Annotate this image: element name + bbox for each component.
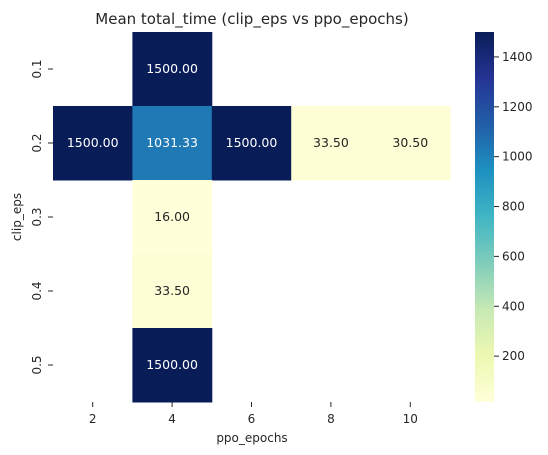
colorbar-tick-label: 400: [502, 299, 525, 313]
y-tick-label: 0.1: [30, 59, 44, 78]
y-axis: 0.1 0.2 0.3 0.4 0.5: [30, 59, 53, 375]
chart-title: Mean total_time (clip_eps vs ppo_epochs): [95, 10, 408, 29]
cell-value-label: 1500.00: [67, 135, 119, 150]
x-tick-label: 6: [248, 412, 256, 426]
heatmap-cell: [132, 106, 213, 181]
y-tick-label: 0.3: [30, 207, 44, 226]
cell-value-label: 16.00: [154, 209, 190, 224]
x-axis-label: ppo_epochs: [216, 431, 287, 445]
cell-value-label: 1500.00: [146, 61, 198, 76]
heatmap-cell: [132, 180, 213, 255]
heatmap-cell: [132, 32, 213, 107]
colorbar-tick-label: 800: [502, 200, 525, 214]
y-tick-label: 0.5: [30, 355, 44, 374]
cell-value-label: 1500.00: [226, 135, 278, 150]
heatmap-cell: [132, 254, 213, 329]
x-axis: 2 4 6 8 10: [89, 402, 418, 426]
x-tick-label: 4: [168, 412, 176, 426]
x-tick-label: 10: [403, 412, 418, 426]
cell-value-label: 33.50: [154, 283, 190, 298]
heatmap-cell: [211, 106, 292, 181]
cell-value-label: 33.50: [313, 135, 349, 150]
heatmap-cell: [53, 106, 133, 181]
colorbar-tick-label: 1200: [502, 100, 533, 114]
heatmap-cell: [370, 106, 451, 181]
x-tick-label: 8: [327, 412, 335, 426]
heatmap-cell: [291, 106, 372, 181]
y-tick-label: 0.2: [30, 133, 44, 152]
cell-value-label: 1500.00: [146, 357, 198, 372]
colorbar-tick-label: 1000: [502, 150, 533, 164]
colorbar-gradient: [475, 32, 494, 402]
cell-value-label: 30.50: [392, 135, 428, 150]
colorbar-tick-label: 200: [502, 349, 525, 363]
heatmap-cell: [132, 328, 213, 403]
x-tick-label: 2: [89, 412, 97, 426]
y-tick-label: 0.4: [30, 281, 44, 300]
colorbar-tick-label: 600: [502, 249, 525, 263]
y-axis-label: clip_eps: [10, 193, 24, 241]
colorbar-tick-label: 1400: [502, 50, 533, 64]
colorbar: 200 400 600 800 1000 1200 1400: [475, 32, 533, 402]
colorbar-ticks: 200 400 600 800 1000 1200 1400: [494, 50, 533, 363]
heatmap-cells: 1500.00 1500.00 1031.33 1500.00 33.50 30.50 16…: [53, 32, 451, 403]
cell-value-label: 1031.33: [146, 135, 198, 150]
